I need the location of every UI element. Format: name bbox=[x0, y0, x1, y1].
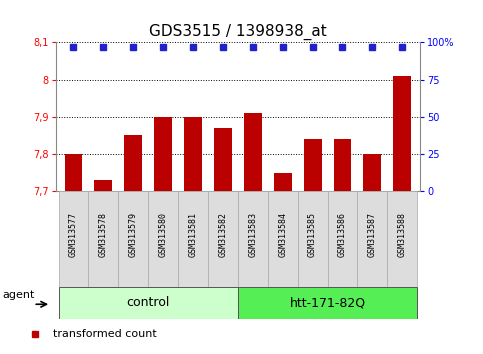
Text: GSM313581: GSM313581 bbox=[188, 212, 198, 257]
Bar bbox=[238, 287, 417, 319]
Bar bbox=[387, 191, 417, 287]
Text: htt-171-82Q: htt-171-82Q bbox=[289, 296, 366, 309]
Text: GSM313580: GSM313580 bbox=[158, 212, 168, 257]
Bar bbox=[298, 191, 327, 287]
Bar bbox=[208, 191, 238, 287]
Bar bbox=[148, 191, 178, 287]
Bar bbox=[268, 191, 298, 287]
Bar bbox=[334, 139, 352, 191]
Bar bbox=[94, 180, 113, 191]
Text: transformed count: transformed count bbox=[53, 330, 156, 339]
Bar bbox=[178, 191, 208, 287]
Bar bbox=[214, 128, 232, 191]
Text: GSM313577: GSM313577 bbox=[69, 212, 78, 257]
Bar bbox=[88, 191, 118, 287]
Text: GSM313579: GSM313579 bbox=[129, 212, 138, 257]
Bar bbox=[363, 154, 382, 191]
Text: GSM313588: GSM313588 bbox=[398, 212, 407, 257]
Bar bbox=[58, 287, 238, 319]
Bar bbox=[124, 135, 142, 191]
Text: GSM313582: GSM313582 bbox=[218, 212, 227, 257]
Title: GDS3515 / 1398938_at: GDS3515 / 1398938_at bbox=[149, 23, 327, 40]
Bar bbox=[238, 191, 268, 287]
Bar bbox=[357, 191, 387, 287]
Bar bbox=[58, 191, 88, 287]
Bar bbox=[393, 76, 411, 191]
Bar bbox=[327, 191, 357, 287]
Text: GSM313587: GSM313587 bbox=[368, 212, 377, 257]
Text: GSM313584: GSM313584 bbox=[278, 212, 287, 257]
Text: GSM313586: GSM313586 bbox=[338, 212, 347, 257]
Bar bbox=[154, 117, 172, 191]
Bar bbox=[184, 117, 202, 191]
Text: GSM313583: GSM313583 bbox=[248, 212, 257, 257]
Bar bbox=[274, 172, 292, 191]
Text: GSM313578: GSM313578 bbox=[99, 212, 108, 257]
Bar bbox=[118, 191, 148, 287]
Bar bbox=[65, 154, 83, 191]
Bar bbox=[304, 139, 322, 191]
Text: agent: agent bbox=[3, 290, 35, 300]
Text: GSM313585: GSM313585 bbox=[308, 212, 317, 257]
Text: control: control bbox=[127, 296, 170, 309]
Bar bbox=[244, 113, 262, 191]
